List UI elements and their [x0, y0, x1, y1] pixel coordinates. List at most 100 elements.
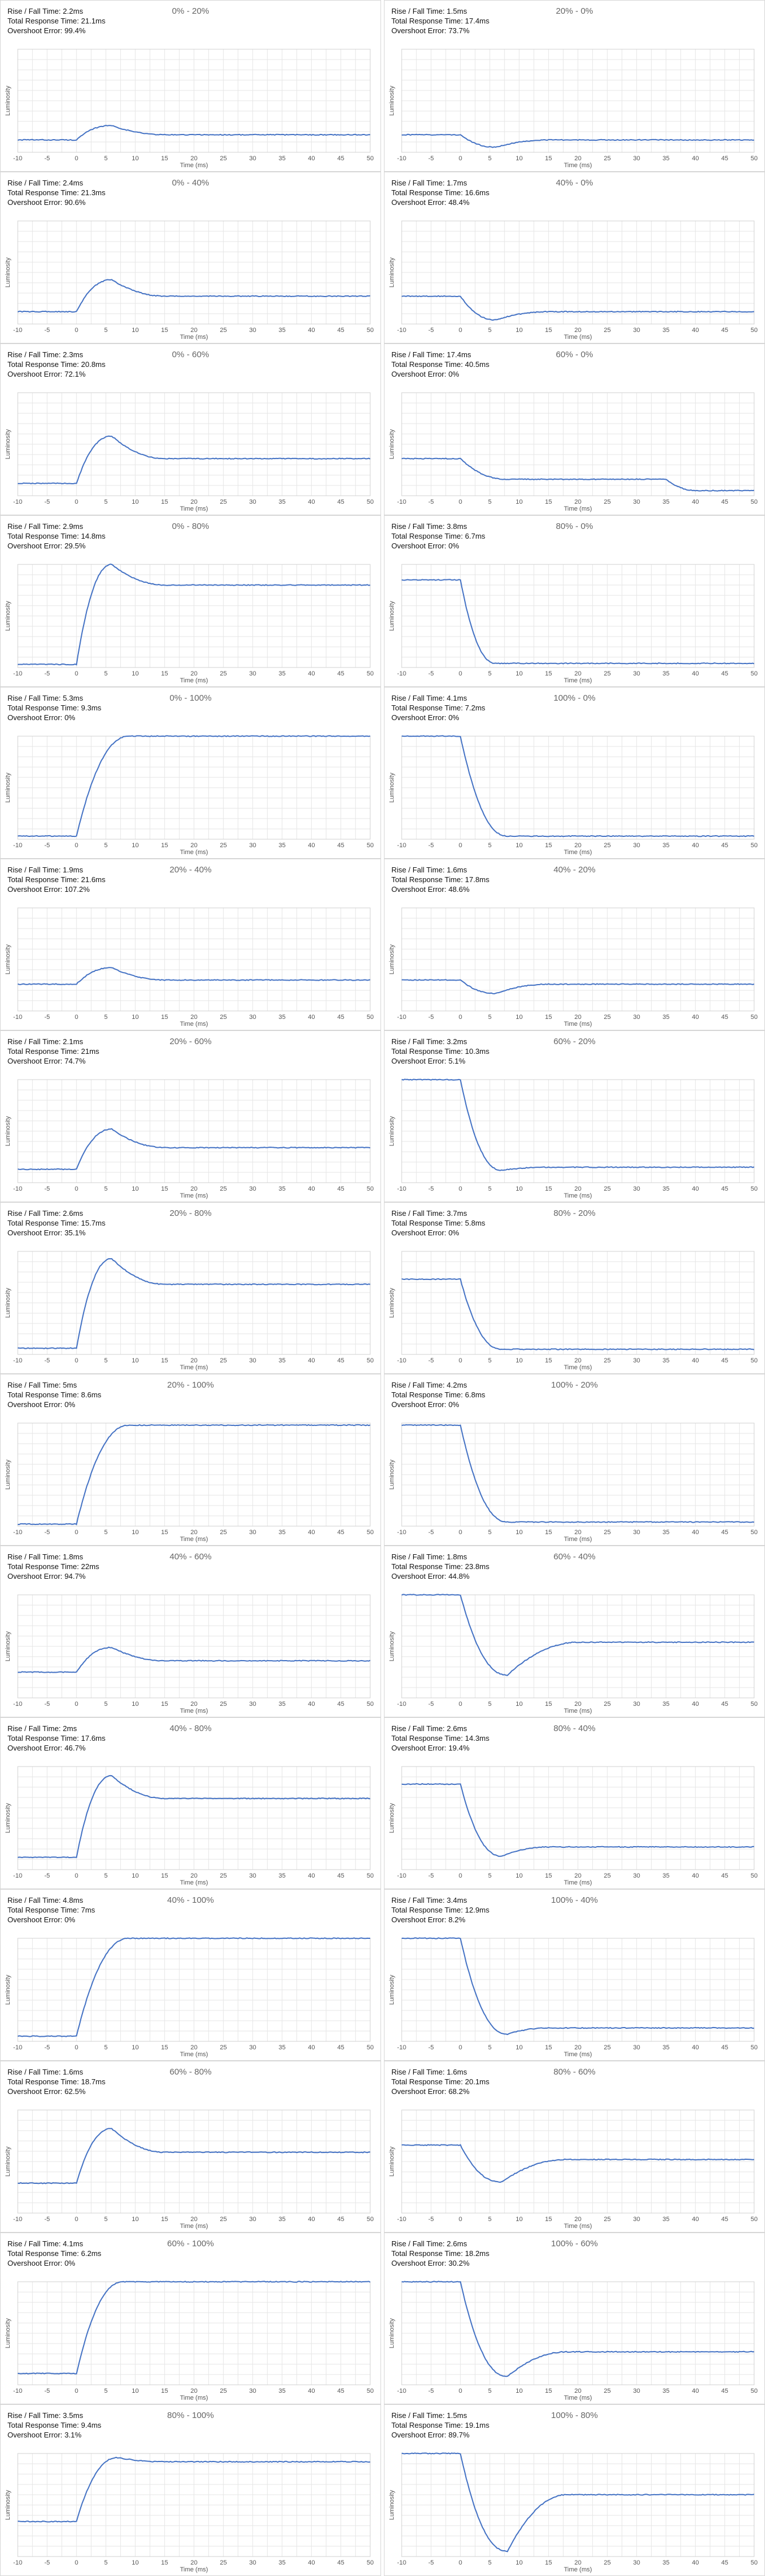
stat-line: Total Response Time: 21ms	[7, 1047, 100, 1056]
x-tick-label: 5	[488, 1701, 491, 1708]
x-axis-label: Time (ms)	[180, 2223, 208, 2230]
x-tick-label: 5	[488, 2216, 491, 2223]
x-tick-label: 0	[75, 2044, 78, 2051]
x-tick-label: -10	[13, 842, 22, 849]
x-tick-label: 10	[132, 1186, 138, 1192]
x-tick-label: 5	[104, 1357, 108, 1364]
x-tick-label: 45	[338, 1701, 344, 1708]
y-axis-label: Luminosity	[389, 429, 395, 459]
series-line	[17, 563, 371, 666]
plot-frame	[401, 392, 755, 496]
stat-line: Total Response Time: 17.4ms	[391, 17, 490, 25]
x-tick-label: 20	[574, 1014, 581, 1021]
x-tick-label: 40	[692, 1701, 699, 1708]
x-tick-label: 25	[220, 1186, 227, 1192]
x-tick-label: -5	[44, 1357, 50, 1364]
series-line	[17, 1775, 371, 1859]
chart-title: 0% - 80%	[172, 521, 209, 531]
x-tick-label: 50	[751, 1014, 758, 1021]
x-tick-label: -10	[397, 2216, 406, 2223]
plot-frame	[401, 220, 755, 325]
chart-stats: Rise / Fall Time: 2.3ms Total Response Ti…	[7, 350, 105, 379]
x-axis-label: Time (ms)	[564, 334, 592, 341]
x-tick-label: -10	[397, 1529, 406, 1536]
x-axis-label: Time (ms)	[564, 1879, 592, 1886]
x-tick-label: 5	[104, 2559, 108, 2566]
chart-title: 20% - 80%	[169, 1208, 212, 1218]
y-axis-label: Luminosity	[389, 2318, 395, 2348]
x-tick-label: -10	[13, 2216, 22, 2223]
chart-stats: Rise / Fall Time: 1.6ms Total Response Ti…	[391, 865, 489, 894]
x-tick-label: 30	[249, 2388, 256, 2395]
chart-stats: Rise / Fall Time: 17.4ms Total Response T…	[391, 350, 489, 379]
x-tick-label: -5	[44, 1014, 50, 1021]
x-tick-label: -10	[13, 2388, 22, 2395]
chart-svg: -10 -5 0 5 10 15 20 25 30 35 40 45 50 Time (ms) Lumino…	[5, 1251, 374, 1371]
x-tick-label: 15	[161, 670, 168, 677]
chart-stats: Rise / Fall Time: 3.2ms Total Response Ti…	[391, 1037, 489, 1066]
x-tick-label: -5	[428, 842, 434, 849]
chart-svg: -10 -5 0 5 10 15 20 25 30 35 40 45 50 Time (ms) Lumino…	[389, 735, 758, 856]
x-axis-label: Time (ms)	[180, 1192, 208, 1199]
x-tick-label: 0	[75, 2388, 78, 2395]
chart-title: 20% - 60%	[169, 1037, 212, 1046]
x-tick-label: -10	[13, 2559, 22, 2566]
stat-line: Overshoot Error: 44.8%	[391, 1572, 470, 1581]
stat-line: Overshoot Error: 48.6%	[391, 885, 470, 894]
x-tick-label: -10	[397, 2388, 406, 2395]
stat-line: Total Response Time: 9.3ms	[7, 704, 102, 712]
x-tick-label: 15	[161, 1014, 168, 1021]
x-axis-label: Time (ms)	[180, 849, 208, 856]
x-axis-label: Time (ms)	[180, 2051, 208, 2058]
series-line	[401, 579, 755, 665]
x-tick-label: 30	[249, 670, 256, 677]
chart-panel: Rise / Fall Time: 2.6ms Total Response Ti…	[384, 2233, 765, 2404]
x-tick-label: 40	[308, 155, 315, 162]
stat-line: Overshoot Error: 46.7%	[7, 1744, 86, 1752]
plot-frame	[401, 1938, 755, 2042]
x-tick-label: 10	[132, 2388, 138, 2395]
x-tick-label: 15	[545, 2388, 552, 2395]
x-tick-label: 30	[249, 2216, 256, 2223]
x-tick-label: 25	[220, 2559, 227, 2566]
x-tick-label: 40	[692, 1357, 699, 1364]
stat-line: Overshoot Error: 0%	[391, 370, 459, 378]
x-tick-label: 45	[722, 327, 728, 334]
chart-stats: Rise / Fall Time: 3.8ms Total Response Ti…	[391, 521, 485, 551]
y-axis-label: Luminosity	[5, 1459, 11, 1490]
x-tick-label: 30	[249, 842, 256, 849]
y-axis-label: Luminosity	[389, 1803, 395, 1833]
stat-line: Total Response Time: 19.1ms	[391, 2421, 490, 2429]
x-tick-label: -5	[44, 1529, 50, 1536]
x-tick-label: 45	[722, 155, 728, 162]
x-tick-label: 30	[633, 155, 640, 162]
stat-line: Rise / Fall Time: 2.1ms	[7, 1037, 84, 1046]
chart-panel: Rise / Fall Time: 1.8ms Total Response Ti…	[0, 1546, 381, 1717]
stat-line: Rise / Fall Time: 2.6ms	[7, 1209, 84, 1218]
x-tick-label: -10	[397, 1872, 406, 1879]
x-tick-label: 35	[279, 155, 286, 162]
x-tick-label: 45	[338, 2388, 344, 2395]
chart-stats: Rise / Fall Time: 2.6ms Total Response Ti…	[7, 1208, 105, 1238]
x-tick-label: 20	[191, 670, 197, 677]
stat-line: Total Response Time: 18.2ms	[391, 2249, 490, 2258]
x-tick-label: -5	[44, 327, 50, 334]
x-tick-label: 0	[75, 1529, 78, 1536]
chart-panel: Rise / Fall Time: 2.9ms Total Response Ti…	[0, 515, 381, 687]
x-tick-label: 5	[104, 499, 108, 505]
x-tick-label: 20	[191, 327, 197, 334]
x-tick-label: 5	[104, 2044, 108, 2051]
stat-line: Total Response Time: 12.9ms	[391, 1906, 490, 1914]
series-line	[401, 2144, 755, 2183]
y-axis-label: Luminosity	[5, 2490, 11, 2520]
x-tick-label: 15	[545, 1014, 552, 1021]
stat-line: Overshoot Error: 35.1%	[7, 1228, 86, 1237]
x-tick-label: 50	[367, 1014, 374, 1021]
x-tick-label: 35	[663, 327, 669, 334]
y-axis-label: Luminosity	[389, 2490, 395, 2520]
chart-svg: -10 -5 0 5 10 15 20 25 30 35 40 45 50 Time (ms) Lumino…	[389, 2109, 758, 2230]
x-tick-label: 50	[751, 670, 758, 677]
x-tick-label: 15	[161, 1872, 168, 1879]
x-tick-label: 30	[249, 155, 256, 162]
x-tick-label: 20	[191, 1014, 197, 1021]
